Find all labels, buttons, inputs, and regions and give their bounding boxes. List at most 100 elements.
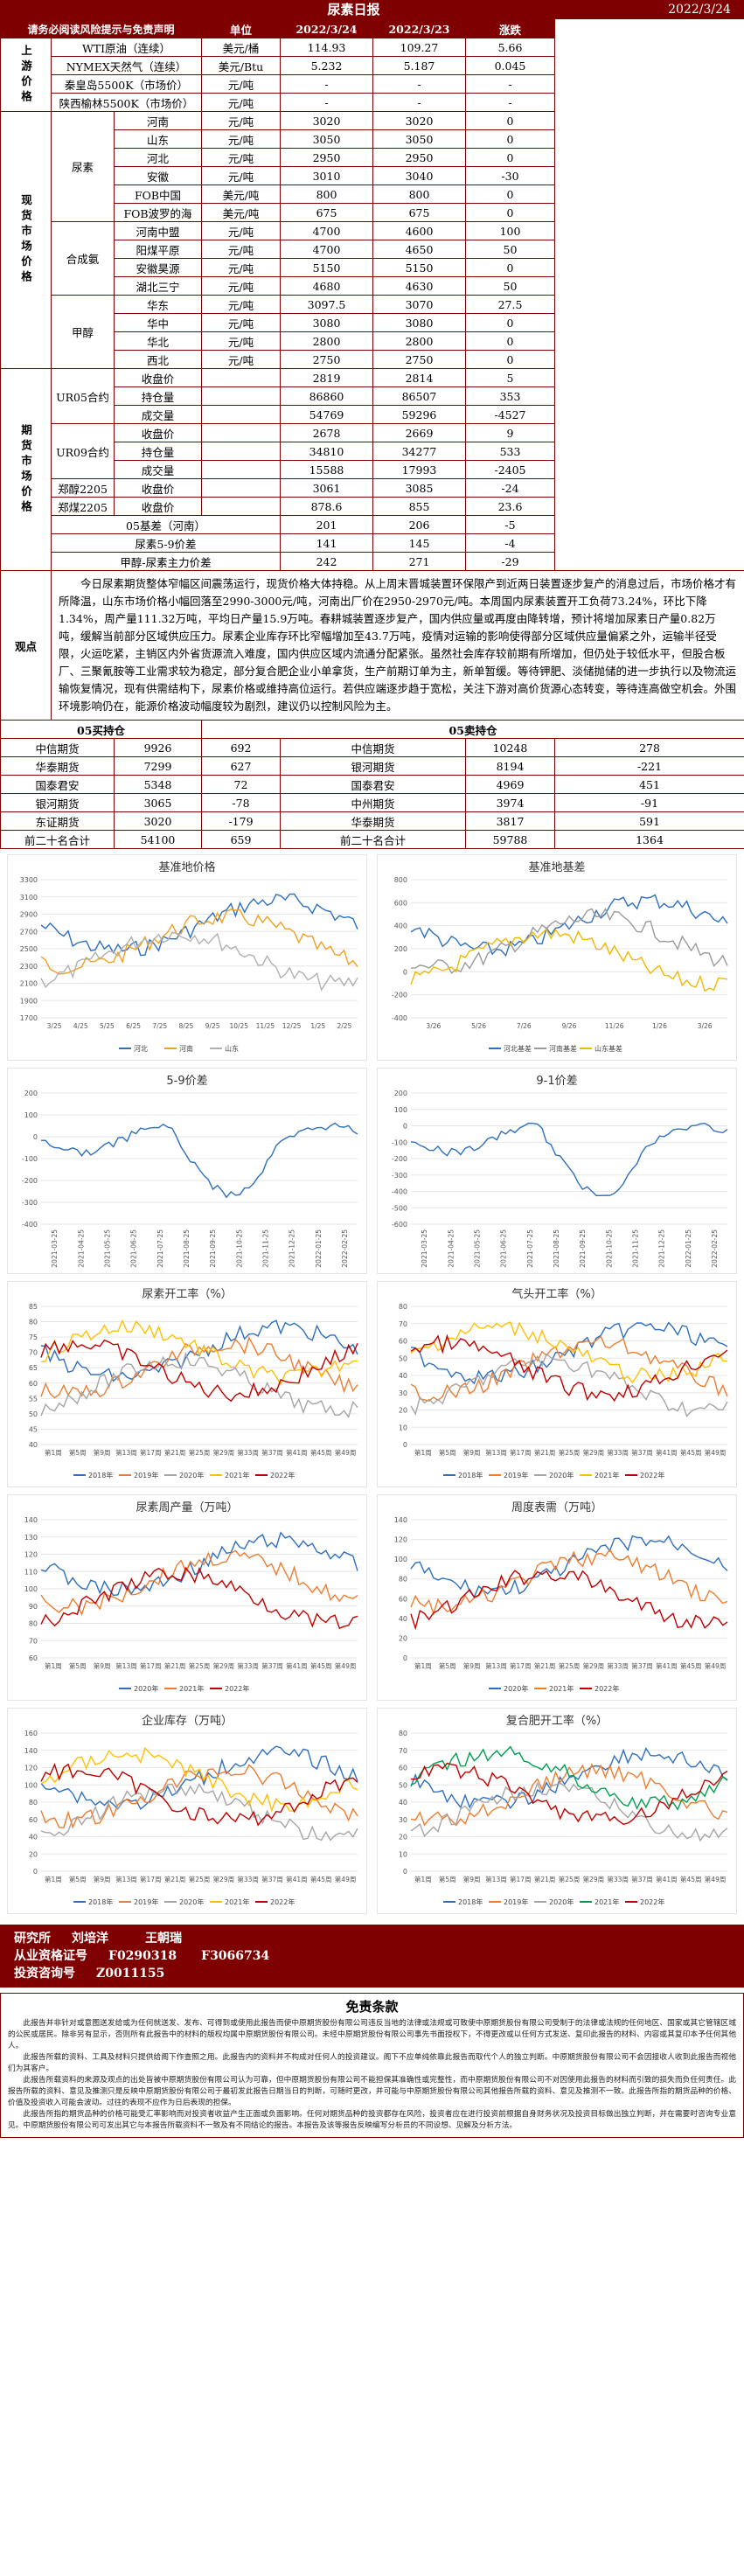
chart-panel: 尿素开工率（%） 85 80 75 70 65 60 55 50 45 40 第1周 第5周 第9周 第13… [7, 1281, 367, 1487]
x-tick-label: 2021-11-25 [261, 1229, 269, 1268]
y-tick-label: 50 [399, 1781, 407, 1789]
x-tick-label: 第9周 [94, 1875, 111, 1883]
section-label-upstream: 上游价格 [0, 38, 52, 112]
table-row: 现货市场价格 尿素 河南 元/吨 3020 3020 0 [0, 111, 744, 369]
series-line [40, 1531, 358, 1597]
table-cell: 甲醇-尿素主力价差 [51, 552, 281, 571]
table-cell: 72 [201, 775, 281, 794]
x-tick-label: 第37周 [261, 1661, 283, 1670]
contract-label: 郑煤2205 [51, 497, 115, 516]
x-tick-label: 第37周 [261, 1875, 283, 1883]
y-tick-label: 2700 [20, 928, 38, 936]
table-cell [555, 167, 744, 185]
chart-panel: 5-9价差 200 100 0 -100 -200 -300 -400 2021-03-25 20… [7, 1068, 367, 1274]
x-tick-label: 9/26 [562, 1022, 577, 1030]
y-tick-label: 70 [399, 1320, 407, 1328]
table-cell: 0 [465, 331, 555, 351]
table-cell: 800 [280, 184, 373, 204]
position-row: 前二十名合计 54100 659 前二十名合计 59788 1364 [0, 830, 744, 849]
table-cell: 100 [465, 221, 555, 240]
legend-label: 2020年 [504, 1684, 528, 1693]
table-cell: 3050 [280, 129, 373, 149]
blank-header [554, 19, 744, 38]
table-cell: 成交量 [114, 405, 202, 424]
table-cell: 美元/吨 [201, 184, 281, 204]
x-tick-label: 第29周 [583, 1661, 605, 1670]
y-tick-label: 120 [394, 1536, 407, 1544]
y-tick-label: 10 [399, 1424, 407, 1431]
table-row: 安徽 元/吨 3010 3040 -30 [1, 166, 744, 185]
x-tick-label: 2021-05-25 [103, 1229, 111, 1268]
report-title: 尿素日报 [327, 2, 380, 17]
table-cell [555, 75, 744, 94]
y-tick-label: 0 [403, 1654, 407, 1662]
series-line [410, 928, 728, 992]
table-cell: 3040 [372, 166, 466, 185]
legend-label: 2019年 [134, 1471, 158, 1479]
table-cell [555, 534, 744, 553]
table-cell: 陕西榆林5500K（市场价） [51, 93, 202, 112]
table-row: 成交量 15588 17993 -2405 [1, 460, 744, 479]
contract-label: UR05合约 [51, 368, 115, 424]
x-tick-label: 2021-03-25 [51, 1229, 59, 1268]
table-cell: 114.93 [280, 38, 373, 57]
y-tick-label: -300 [392, 1172, 407, 1180]
x-tick-label: 第9周 [463, 1448, 481, 1457]
table-cell: 692 [201, 738, 281, 757]
series-line [40, 1746, 358, 1813]
x-tick-label: 第41周 [286, 1875, 308, 1883]
legend-label: 2022年 [595, 1684, 619, 1693]
table-cell [201, 386, 281, 406]
chart-title: 基准地基差 [528, 861, 585, 874]
legend-label: 2022年 [270, 1897, 295, 1906]
table-cell: 美元/Btu [201, 56, 281, 75]
x-tick-label: 第21周 [534, 1875, 556, 1883]
research-info: 研究所 刘培洋 王朝瑞 从业资格证号 F0290318 F3066734 投资咨询号… [0, 1925, 744, 1988]
legend-label: 2020年 [134, 1684, 158, 1693]
table-cell: 4650 [372, 240, 466, 259]
x-tick-label: 第13周 [115, 1448, 137, 1457]
table-cell [555, 130, 744, 149]
table-cell: 86860 [280, 386, 373, 406]
legend-label: 2020年 [179, 1471, 204, 1479]
table-row: 山东 元/吨 3050 3050 0 [1, 129, 744, 149]
legend-label: 2021年 [595, 1897, 619, 1906]
table-cell: 华中 [114, 313, 202, 332]
position-row: 华泰期货 7299 627 银河期货 8194 -221 [0, 756, 744, 776]
table-cell: 元/吨 [201, 148, 281, 167]
series-line [410, 1548, 728, 1616]
x-tick-label: 2021-12-25 [658, 1229, 666, 1268]
chart-title: 9-1价差 [536, 1075, 577, 1088]
table-cell: 河北 [114, 148, 202, 167]
table-cell: 2750 [280, 350, 373, 369]
table-cell: 收盘价 [114, 423, 202, 442]
x-tick-label: 第33周 [607, 1448, 629, 1457]
table-cell [555, 314, 744, 332]
x-tick-label: 1/25 [310, 1022, 325, 1030]
table-cell: 0 [465, 350, 555, 369]
y-tick-label: 50 [399, 1354, 407, 1362]
table-cell: 533 [465, 442, 555, 461]
position-row: 国泰君安 5348 72 国泰君安 4969 451 [0, 775, 744, 794]
table-cell: 5150 [372, 258, 466, 277]
table-cell [201, 368, 281, 387]
table-cell: 3097.5 [280, 295, 373, 314]
table-cell [555, 185, 744, 204]
table-row: 郑煤2205 收盘价 878.6 855 23.6 [1, 497, 744, 516]
x-tick-label: 第41周 [286, 1661, 308, 1670]
table-cell: - [280, 74, 373, 94]
legend-label: 河北基差 [504, 1044, 532, 1053]
footer: 研究所 刘培洋 王朝瑞 从业资格证号 F0290318 F3066734 投资咨询号… [0, 1925, 744, 2138]
x-tick-label: 第5周 [439, 1875, 456, 1883]
series-line [410, 1763, 728, 1827]
y-tick-label: 140 [394, 1516, 407, 1524]
contract-label: UR09合约 [51, 423, 115, 479]
date-header: 2022/3/24 [280, 19, 373, 38]
cert-label: 从业资格证号 [14, 1949, 87, 1963]
table-row: 甲醇-尿素主力价差 242 271 -29 [1, 552, 744, 571]
y-tick-label: 1900 [20, 997, 38, 1005]
y-tick-label: 40 [29, 1834, 38, 1841]
legend-label: 2019年 [134, 1897, 158, 1906]
x-tick-label: 2021-09-25 [209, 1229, 217, 1268]
